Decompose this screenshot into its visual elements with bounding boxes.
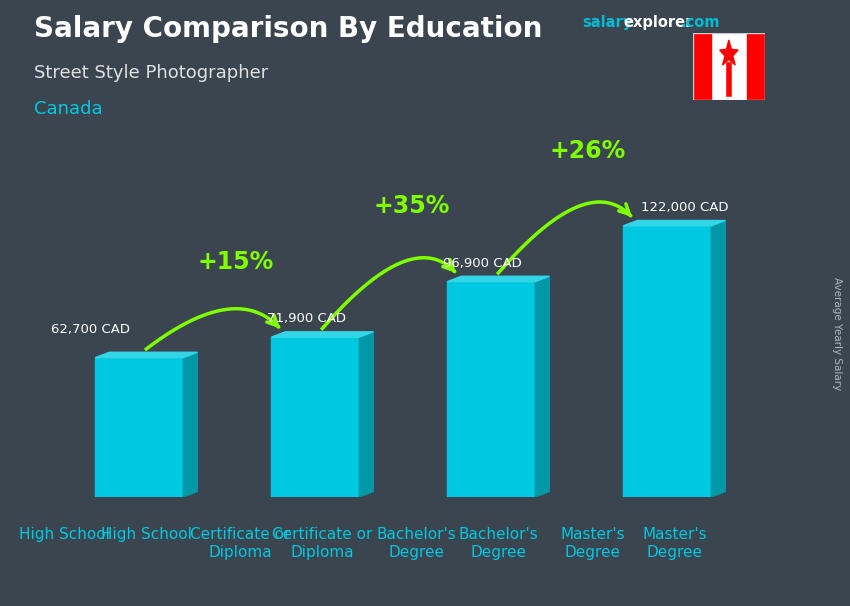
Text: 96,900 CAD: 96,900 CAD xyxy=(443,257,522,270)
Text: +15%: +15% xyxy=(198,250,275,274)
Polygon shape xyxy=(711,221,725,497)
Polygon shape xyxy=(360,332,373,497)
Text: High School: High School xyxy=(101,527,192,542)
Text: 122,000 CAD: 122,000 CAD xyxy=(641,201,728,214)
Text: 62,700 CAD: 62,700 CAD xyxy=(50,323,129,336)
Text: Average Yearly Salary: Average Yearly Salary xyxy=(832,277,842,390)
Polygon shape xyxy=(447,282,536,497)
Polygon shape xyxy=(623,226,711,497)
Text: Master's
Degree: Master's Degree xyxy=(642,527,706,559)
Text: 71,900 CAD: 71,900 CAD xyxy=(267,313,346,325)
Text: Canada: Canada xyxy=(34,100,103,118)
Polygon shape xyxy=(184,352,197,497)
Polygon shape xyxy=(623,221,725,226)
Text: Salary Comparison By Education: Salary Comparison By Education xyxy=(34,15,542,43)
Text: Bachelor's
Degree: Bachelor's Degree xyxy=(377,527,456,559)
Text: salary: salary xyxy=(582,15,632,30)
Polygon shape xyxy=(271,332,373,337)
Text: Certificate or
Diploma: Certificate or Diploma xyxy=(190,527,291,559)
Polygon shape xyxy=(447,276,549,282)
Text: Master's
Degree: Master's Degree xyxy=(560,527,625,559)
Text: Certificate or
Diploma: Certificate or Diploma xyxy=(272,527,372,559)
Polygon shape xyxy=(95,352,197,358)
Bar xyxy=(693,33,711,100)
Text: Street Style Photographer: Street Style Photographer xyxy=(34,64,269,82)
Text: Bachelor's
Degree: Bachelor's Degree xyxy=(458,527,538,559)
Polygon shape xyxy=(271,337,360,497)
Text: explorer: explorer xyxy=(623,15,693,30)
Bar xyxy=(747,33,765,100)
Text: +26%: +26% xyxy=(550,139,626,162)
Text: .com: .com xyxy=(680,15,719,30)
Text: +35%: +35% xyxy=(374,195,450,218)
Polygon shape xyxy=(95,358,184,497)
Text: High School: High School xyxy=(19,527,110,542)
Polygon shape xyxy=(536,276,549,497)
Polygon shape xyxy=(720,40,738,65)
